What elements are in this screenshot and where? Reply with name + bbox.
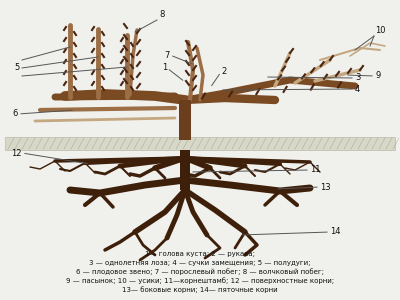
Bar [5,137,395,150]
Text: 9 — пасынок; 10 — усики; 11—корнештамб; 12 — поверхностные корни;: 9 — пасынок; 10 — усики; 11—корнештамб; … [66,278,334,284]
Text: 3: 3 [355,74,360,82]
Text: 13: 13 [320,182,331,191]
Text: 1: 1 [162,64,167,73]
Text: 9: 9 [375,71,380,80]
Text: 6: 6 [13,110,18,118]
Text: 8: 8 [159,10,164,19]
Text: 5: 5 [15,64,20,73]
Text: 4: 4 [355,85,360,94]
Text: 2: 2 [221,68,226,76]
Text: 14: 14 [330,227,340,236]
Text: 6 — плодовое звено; 7 — порослевый побег; 8 — волчковый побег;: 6 — плодовое звено; 7 — порослевый побег… [76,268,324,275]
Text: 12: 12 [12,148,22,158]
Text: 10: 10 [375,26,386,35]
Text: 3 — однолетняя лоза; 4 — сучки замещения; 5 — полудуги;: 3 — однолетняя лоза; 4 — сучки замещения… [89,260,311,266]
Text: 11: 11 [310,166,320,175]
FancyBboxPatch shape [180,150,190,190]
FancyBboxPatch shape [179,100,191,140]
Text: 7: 7 [165,50,170,59]
Text: 13— боковые корни; 14— пяточные корни: 13— боковые корни; 14— пяточные корни [122,286,278,293]
Text: 1— голова куста; 2 — рукава;: 1— голова куста; 2 — рукава; [145,251,255,257]
